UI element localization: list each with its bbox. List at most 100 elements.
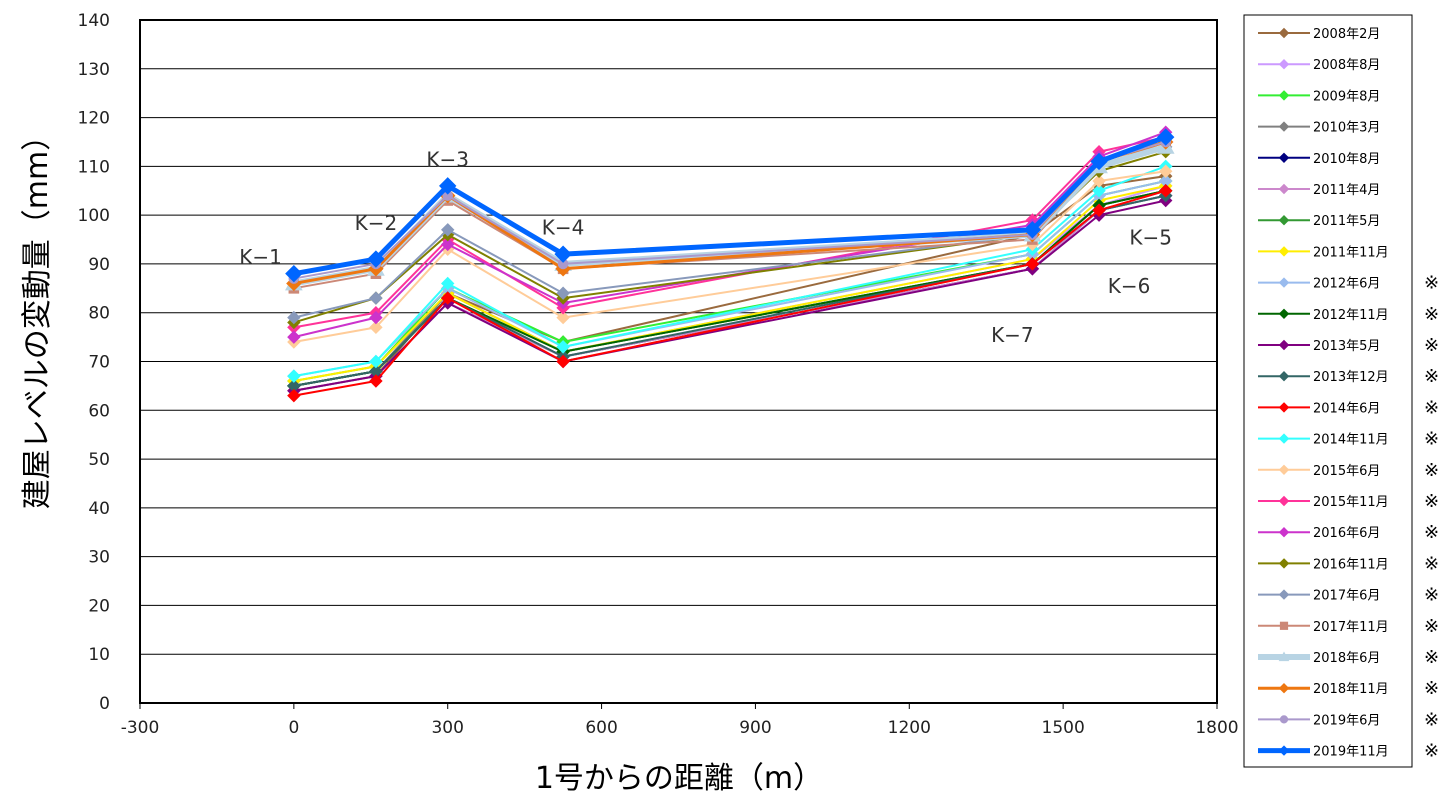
series-12 <box>287 184 1173 403</box>
data-point <box>1159 184 1173 198</box>
legend-marker <box>1278 745 1290 756</box>
plot-area-frame <box>139 19 1218 704</box>
legend-item: 2018年11月 <box>1258 682 1389 697</box>
point-label: K−6 <box>1108 274 1151 298</box>
data-point <box>556 340 570 354</box>
legend-asterisk: ※ <box>1424 585 1439 606</box>
data-point <box>1157 128 1175 146</box>
legend-marker <box>1278 214 1290 226</box>
data-point <box>439 177 457 195</box>
legend-label: 2011年5月 <box>1313 214 1380 229</box>
legend-item: 2014年6月 <box>1258 401 1380 416</box>
x-tick-labels: -300 0 300 600 900 1200 1500 1800 <box>121 703 1239 738</box>
y-tick-label: 140 <box>78 11 110 31</box>
x-axis-title: 1号からの距離（m） <box>535 761 823 796</box>
gridlines <box>140 19 1217 704</box>
legend-item: 2014年11月 <box>1258 433 1389 448</box>
legend-marker <box>1278 433 1290 444</box>
legend-marker <box>1278 152 1290 164</box>
data-point <box>369 320 383 335</box>
series-2 <box>287 174 1173 388</box>
y-tick-label: 120 <box>78 109 110 129</box>
legend-marker <box>1278 183 1290 195</box>
legend-label: 2019年11月 <box>1313 745 1389 760</box>
legend-item: 2016年6月 <box>1258 526 1380 541</box>
y-tick-label: 90 <box>88 255 110 275</box>
y-tick-label: 60 <box>88 401 110 421</box>
legend-asterisk: ※ <box>1424 741 1439 762</box>
x-tick-label: 1200 <box>888 718 931 738</box>
point-label: K−7 <box>991 323 1034 347</box>
x-tick-label: 300 <box>431 718 463 738</box>
series-0 <box>287 169 1173 398</box>
legend-item: 2015年11月 <box>1258 495 1389 510</box>
legend-marker <box>1279 621 1289 630</box>
legend-item: 2012年11月 <box>1258 308 1389 323</box>
legend-marker <box>1278 589 1290 600</box>
point-label: K−4 <box>542 216 585 240</box>
data-point <box>556 286 570 300</box>
point-label: K−2 <box>355 211 398 235</box>
data-point <box>287 388 301 403</box>
legend-label: 2017年11月 <box>1313 620 1389 635</box>
y-tick-label: 30 <box>88 548 110 568</box>
legend-marker <box>1278 90 1290 101</box>
data-point <box>1092 203 1106 217</box>
legend-item: 2017年6月 <box>1258 589 1380 604</box>
legend-marker <box>1278 339 1290 351</box>
legend-asterisk: ※ <box>1424 397 1439 418</box>
legend-asterisk: ※ <box>1424 335 1439 356</box>
data-point <box>369 374 383 388</box>
data-point <box>441 237 455 252</box>
y-axis-title: 建屋レベルの変動量（mm） <box>20 121 55 509</box>
legend-label: 2009年8月 <box>1313 89 1380 104</box>
legend-item: 2015年6月 <box>1258 464 1380 479</box>
legend-label: 2011年11月 <box>1313 245 1389 260</box>
data-point <box>1092 174 1106 188</box>
legend-label: 2019年6月 <box>1313 713 1380 728</box>
legend-item: 2008年8月 <box>1258 58 1380 73</box>
y-tick-label: 40 <box>88 499 110 519</box>
legend-item: 2019年11月 <box>1258 745 1389 760</box>
legend-marker <box>1278 58 1290 70</box>
legend-marker <box>1278 651 1290 662</box>
data-point <box>441 276 455 291</box>
y-tick-label: 10 <box>88 645 110 665</box>
data-point <box>287 330 301 344</box>
legend-item: 2010年3月 <box>1258 121 1380 136</box>
legend-label: 2011年4月 <box>1313 183 1380 198</box>
data-point <box>441 223 455 237</box>
legend-label: 2010年8月 <box>1313 152 1380 167</box>
y-tick-label: 70 <box>88 353 110 373</box>
legend-item: 2011年5月 <box>1258 214 1380 229</box>
legend-label: 2008年8月 <box>1313 58 1380 73</box>
legend-item: 2009年8月 <box>1258 89 1380 104</box>
legend-item: 2011年4月 <box>1258 183 1380 198</box>
data-point <box>441 291 455 305</box>
point-label: K−3 <box>426 147 469 171</box>
data-point <box>554 245 572 263</box>
legend-asterisk: ※ <box>1424 460 1439 481</box>
legend-item: 2011年11月 <box>1258 245 1389 260</box>
data-point <box>285 264 303 283</box>
y-tick-label: 80 <box>88 304 110 324</box>
legend-item: 2013年5月 <box>1258 339 1380 354</box>
legend-item: 2016年11月 <box>1258 557 1389 572</box>
data-point <box>1092 184 1106 198</box>
y-tick-label: 110 <box>78 157 110 177</box>
legend-label: 2016年6月 <box>1313 526 1380 541</box>
legend-marker <box>1278 402 1290 413</box>
x-tick-label: 0 <box>288 718 299 738</box>
data-point <box>367 250 385 268</box>
legend-label: 2018年6月 <box>1313 651 1380 666</box>
legend-marker <box>1278 682 1290 694</box>
legend-asterisk: ※ <box>1424 491 1439 512</box>
legend-marker <box>1278 246 1290 257</box>
legend-label: 2013年5月 <box>1313 339 1380 354</box>
legend-asterisk: ※ <box>1424 429 1439 450</box>
legend-item: 2019年6月 <box>1258 713 1380 728</box>
data-point <box>369 354 383 369</box>
legend-label: 2014年6月 <box>1313 401 1380 416</box>
legend-marker <box>1278 121 1290 132</box>
